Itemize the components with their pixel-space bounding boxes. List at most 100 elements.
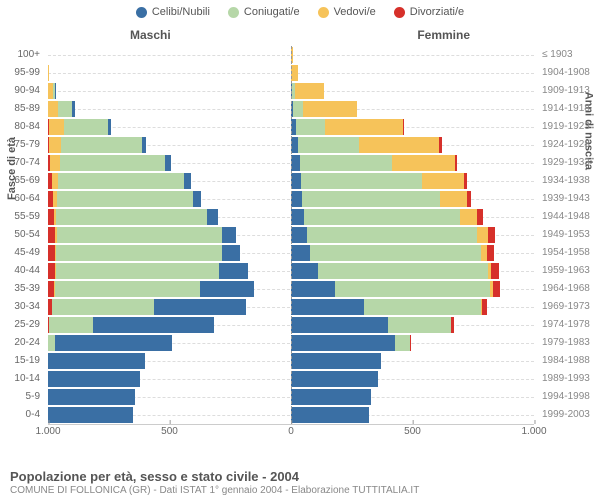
bar-segment	[207, 209, 218, 225]
bar-segment	[93, 317, 215, 333]
bar-segment	[193, 191, 202, 207]
bar-segment	[296, 119, 325, 135]
bar-segment	[48, 101, 58, 117]
legend-label: Celibi/Nubili	[152, 6, 210, 18]
age-label: 80-84	[0, 118, 44, 136]
age-label: 70-74	[0, 154, 44, 172]
bar-segment	[72, 101, 74, 117]
header-female: Femmine	[417, 28, 470, 42]
year-label: 1924-1928	[538, 136, 600, 154]
bar-segment	[487, 245, 494, 261]
bar-segment	[57, 227, 222, 243]
bar-male	[48, 317, 291, 333]
legend-label: Coniugati/e	[244, 6, 300, 18]
bar-segment	[64, 119, 108, 135]
chart-subtitle: COMUNE DI FOLLONICA (GR) - Dati ISTAT 1°…	[10, 485, 419, 496]
bar-segment	[310, 245, 480, 261]
bar-male	[48, 119, 291, 135]
bar-female	[291, 101, 534, 117]
bar-segment	[184, 173, 191, 189]
age-label: 30-34	[0, 298, 44, 316]
header-male: Maschi	[130, 28, 171, 42]
bar-segment	[291, 281, 335, 297]
year-label: 1934-1938	[538, 172, 600, 190]
age-label: 50-54	[0, 226, 44, 244]
bar-segment	[61, 137, 141, 153]
age-label: 55-59	[0, 208, 44, 226]
bar-male	[48, 335, 291, 351]
bar-segment	[57, 191, 193, 207]
bar-segment	[291, 245, 310, 261]
year-label: 1984-1988	[538, 352, 600, 370]
year-label: 1914-1918	[538, 100, 600, 118]
year-label: 1974-1978	[538, 316, 600, 334]
age-label: 25-29	[0, 316, 44, 334]
bar-female	[291, 137, 534, 153]
year-label: 1979-1983	[538, 334, 600, 352]
bar-segment	[291, 191, 302, 207]
bar-segment	[422, 173, 463, 189]
bar-male	[48, 191, 291, 207]
bar-segment	[154, 299, 246, 315]
age-label: 15-19	[0, 352, 44, 370]
year-label: 1954-1958	[538, 244, 600, 262]
bar-segment	[451, 317, 453, 333]
bar-segment	[491, 263, 498, 279]
legend-item: Coniugati/e	[228, 6, 300, 18]
bar-segment	[291, 209, 304, 225]
year-label: 1964-1968	[538, 280, 600, 298]
age-labels: 100+95-9990-9485-8980-8475-7970-7465-696…	[0, 46, 44, 424]
bar-male	[48, 173, 291, 189]
bar-female	[291, 335, 534, 351]
age-label: 100+	[0, 46, 44, 64]
legend-swatch	[318, 7, 329, 18]
bar-male	[48, 83, 291, 99]
bar-female	[291, 389, 534, 405]
bar-male	[48, 47, 291, 63]
bar-segment	[58, 101, 73, 117]
year-label: 1944-1948	[538, 208, 600, 226]
bar-segment	[488, 227, 495, 243]
bar-segment	[56, 245, 221, 261]
bar-female	[291, 155, 534, 171]
bar-segment	[222, 245, 240, 261]
bar-female	[291, 209, 534, 225]
bar-segment	[49, 317, 93, 333]
bar-segment	[48, 65, 49, 81]
bar-male	[48, 209, 291, 225]
year-label: 1904-1908	[538, 64, 600, 82]
bar-segment	[493, 281, 500, 297]
bar-segment	[307, 227, 477, 243]
age-label: 35-39	[0, 280, 44, 298]
legend-swatch	[136, 7, 147, 18]
bar-female	[291, 191, 534, 207]
bar-female	[291, 119, 534, 135]
bar-male	[48, 137, 291, 153]
bar-segment	[48, 389, 135, 405]
bar-segment	[55, 83, 56, 99]
year-label: 1909-1913	[538, 82, 600, 100]
legend-item: Divorziati/e	[394, 6, 464, 18]
bar-segment	[48, 335, 55, 351]
bar-female	[291, 317, 534, 333]
legend-label: Vedovi/e	[334, 6, 376, 18]
bar-segment	[460, 209, 477, 225]
bar-segment	[464, 173, 468, 189]
bar-segment	[325, 119, 403, 135]
bar-segment	[359, 137, 439, 153]
bar-segment	[48, 227, 55, 243]
bar-female	[291, 371, 534, 387]
bar-male	[48, 155, 291, 171]
footer: Popolazione per età, sesso e stato civil…	[10, 469, 419, 496]
bar-segment	[300, 155, 392, 171]
bar-female	[291, 245, 534, 261]
bar-female	[291, 173, 534, 189]
bar-segment	[291, 173, 301, 189]
x-axis: 1.00050005001.000	[48, 426, 534, 446]
bar-segment	[392, 155, 455, 171]
bar-segment	[477, 227, 488, 243]
year-label: 1929-1933	[538, 154, 600, 172]
bar-male	[48, 281, 291, 297]
bar-male	[48, 371, 291, 387]
bar-segment	[364, 299, 481, 315]
